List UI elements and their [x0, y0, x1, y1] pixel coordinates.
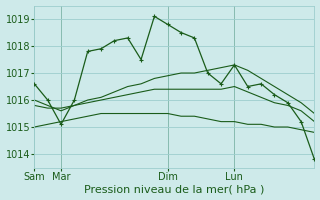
X-axis label: Pression niveau de la mer( hPa ): Pression niveau de la mer( hPa ) [84, 184, 265, 194]
